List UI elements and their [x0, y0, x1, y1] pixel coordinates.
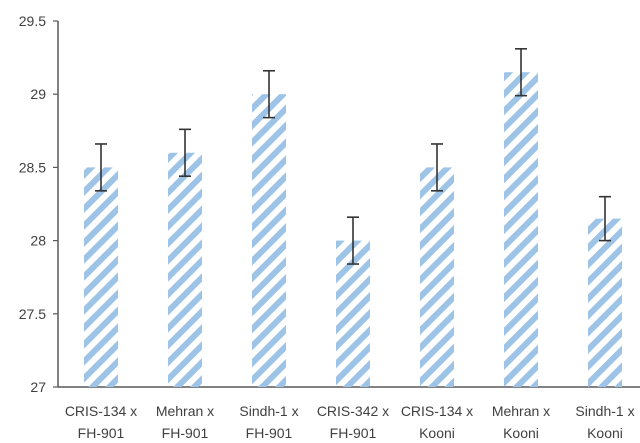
- bar: [84, 167, 118, 387]
- x-tick-label: Sindh-1 x: [239, 403, 298, 419]
- x-tick-label: CRIS-134 x: [65, 403, 137, 419]
- x-tick-label: Kooni: [503, 425, 539, 441]
- y-tick-label: 27: [30, 379, 46, 395]
- y-tick-label: 28: [30, 233, 46, 249]
- error-bar: [95, 143, 107, 192]
- error-bar: [599, 195, 611, 242]
- x-tick-label: FH-901: [246, 425, 293, 441]
- error-bar: [515, 48, 527, 97]
- x-tick-label: Kooni: [419, 425, 455, 441]
- x-tick-label: Sindh-1 x: [575, 403, 634, 419]
- error-bar: [263, 69, 275, 119]
- bar: [588, 218, 622, 387]
- x-tick-label: FH-901: [78, 425, 125, 441]
- y-tick-label: 27.5: [19, 306, 46, 322]
- error-bars: [95, 48, 611, 265]
- bar: [420, 167, 454, 387]
- x-tick-label: CRIS-342 x: [317, 403, 389, 419]
- y-tick-label: 28.5: [19, 159, 46, 175]
- x-tick-label: Kooni: [587, 425, 623, 441]
- x-tick-label: Mehran x: [156, 403, 214, 419]
- bar: [252, 94, 286, 387]
- bar: [168, 152, 202, 387]
- x-tick-label: Mehran x: [492, 403, 550, 419]
- error-bar: [347, 216, 359, 265]
- x-tick-label: CRIS-134 x: [401, 403, 473, 419]
- bar: [504, 72, 538, 388]
- x-tick-label: FH-901: [162, 425, 209, 441]
- bar: [336, 240, 370, 387]
- labels: 27 27.5 28 28.5 29 29.5 CRIS-134 x FH-901 Mehran…: [19, 13, 635, 441]
- y-tick-label: 29: [30, 86, 46, 102]
- bars: [84, 72, 622, 388]
- error-bar: [179, 128, 191, 177]
- error-bar: [431, 143, 443, 192]
- y-tick-label: 29.5: [19, 13, 46, 29]
- x-tick-label: FH-901: [330, 425, 377, 441]
